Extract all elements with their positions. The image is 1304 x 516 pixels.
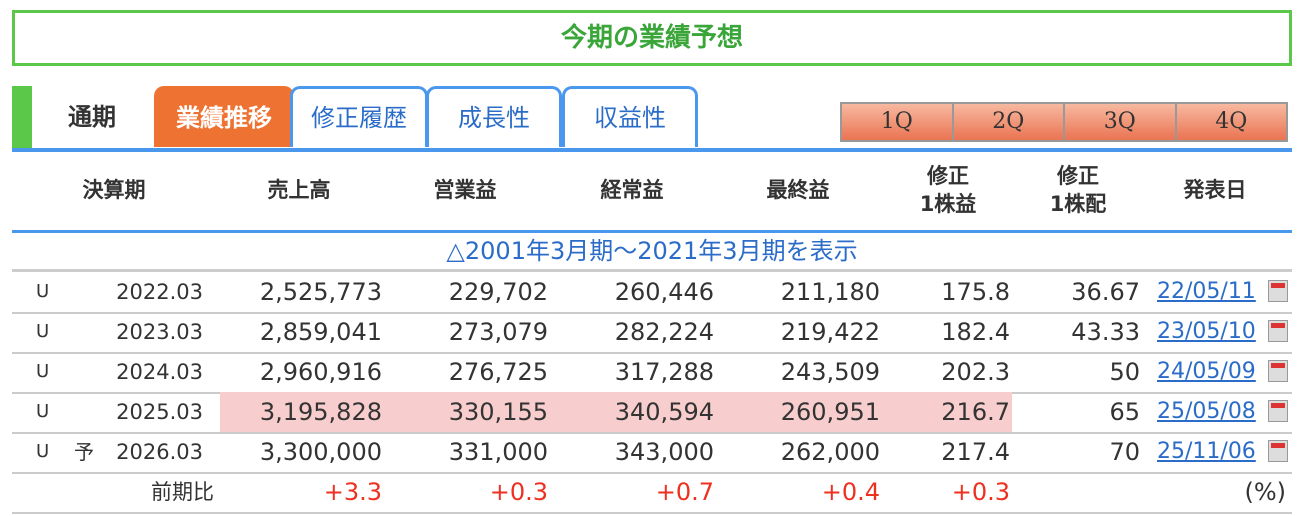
row-ordinary: 260,446: [614, 278, 714, 306]
row-ordinary: 317,288: [614, 358, 714, 386]
header-date: 発表日: [1183, 178, 1247, 202]
header-eps: 修正 1株益: [919, 164, 977, 216]
announcement-date-link[interactable]: 24/05/09: [1157, 359, 1256, 384]
row-operating: 331,000: [448, 438, 548, 466]
row-sales: 2,859,041: [259, 318, 382, 346]
row-operating: 330,155: [448, 398, 548, 426]
row-eps: 216.7: [941, 398, 1010, 426]
row-eps: 217.4: [941, 438, 1010, 466]
row-sales: 2,960,916: [259, 358, 382, 386]
tab-performance[interactable]: 業績推移: [154, 86, 294, 147]
quarter-buttons: 1Q 2Q 3Q 4Q: [840, 102, 1288, 142]
change-net: +0.4: [821, 478, 880, 506]
tab-bar: 通期 業績推移 修正履歴 成長性 収益性: [12, 86, 1292, 148]
row-mark: U: [36, 361, 50, 382]
quarter-3q-button[interactable]: 3Q: [1065, 104, 1175, 140]
header-net: 最終益: [766, 178, 830, 202]
tab-profitability[interactable]: 収益性: [562, 86, 698, 147]
row-eps: 175.8: [941, 278, 1010, 306]
row-ordinary: 282,224: [614, 318, 714, 346]
table-row: U 予 2026.03 3,300,000 331,000 343,000 26…: [12, 432, 1292, 474]
row-dividend: 70: [1109, 438, 1140, 466]
quarter-4q-button[interactable]: 4Q: [1176, 104, 1286, 140]
table-row: U 2023.03 2,859,041 273,079 282,224 219,…: [12, 312, 1292, 354]
change-unit: (%): [1244, 478, 1286, 506]
row-period: 2023.03: [116, 320, 203, 344]
row-sales: 3,300,000: [259, 438, 382, 466]
row-dividend: 43.33: [1071, 318, 1140, 346]
pdf-icon[interactable]: [1268, 320, 1288, 342]
table-row: U 2022.03 2,525,773 229,702 260,446 211,…: [12, 272, 1292, 314]
announcement-date-link[interactable]: 22/05/11: [1157, 279, 1256, 304]
table-header: 決算期 売上高 営業益 経常益 最終益 修正 1株益 修正 1株配 発表日: [12, 152, 1292, 233]
row-period: 2022.03: [116, 280, 203, 304]
quarter-2q-button[interactable]: 2Q: [953, 104, 1063, 140]
page-title: 今期の業績予想: [12, 10, 1292, 66]
change-operating: +0.3: [489, 478, 548, 506]
change-ordinary: +0.7: [655, 478, 714, 506]
row-dividend: 50: [1109, 358, 1140, 386]
pdf-icon[interactable]: [1268, 360, 1288, 382]
row-ordinary: 340,594: [614, 398, 714, 426]
row-eps: 182.4: [941, 318, 1010, 346]
row-period: 2026.03: [116, 440, 203, 464]
table-row: U 2025.03 3,195,828 330,155 340,594 260,…: [12, 392, 1292, 434]
tab-revision-history[interactable]: 修正履歴: [290, 86, 428, 147]
header-dividend: 修正 1株配: [1049, 164, 1107, 216]
pdf-icon[interactable]: [1268, 400, 1288, 422]
row-period: 2025.03: [116, 400, 203, 424]
tab-annual[interactable]: 通期: [68, 103, 116, 131]
row-net: 211,180: [780, 278, 880, 306]
row-operating: 276,725: [448, 358, 548, 386]
announcement-date-link[interactable]: 25/05/08: [1157, 399, 1256, 424]
range-link[interactable]: △2001年3月期〜2021年3月期を表示: [12, 233, 1292, 272]
range-link-text[interactable]: △2001年3月期〜2021年3月期を表示: [446, 237, 858, 265]
announcement-date-link[interactable]: 25/11/06: [1157, 439, 1256, 464]
row-net: 219,422: [780, 318, 880, 346]
divider: [12, 148, 1292, 152]
change-sales: +3.3: [323, 478, 382, 506]
pdf-icon[interactable]: [1268, 280, 1288, 302]
row-mark: U: [36, 321, 50, 342]
row-sales: 2,525,773: [259, 278, 382, 306]
row-mark: U: [36, 441, 50, 462]
pdf-icon[interactable]: [1268, 440, 1288, 462]
change-eps: +0.3: [951, 478, 1010, 506]
header-sales: 売上高: [267, 178, 331, 202]
row-dividend: 65: [1109, 398, 1140, 426]
table-row: U 2024.03 2,960,916 276,725 317,288 243,…: [12, 352, 1292, 394]
row-mark: U: [36, 281, 50, 302]
row-operating: 273,079: [448, 318, 548, 346]
change-row: 前期比 +3.3 +0.3 +0.7 +0.4 +0.3 (%): [12, 472, 1292, 514]
row-net: 262,000: [780, 438, 880, 466]
announcement-date-link[interactable]: 23/05/10: [1157, 319, 1256, 344]
forecast-flag: 予: [74, 440, 94, 464]
row-dividend: 36.67: [1071, 278, 1140, 306]
row-net: 260,951: [780, 398, 880, 426]
header-operating: 営業益: [433, 178, 497, 202]
quarter-1q-button[interactable]: 1Q: [842, 104, 952, 140]
row-highlight: [220, 392, 1012, 432]
row-net: 243,509: [780, 358, 880, 386]
row-eps: 202.3: [941, 358, 1010, 386]
tab-growth[interactable]: 成長性: [426, 86, 562, 147]
header-ordinary: 経常益: [600, 178, 664, 202]
tab-marker: [12, 86, 32, 148]
change-label: 前期比: [151, 480, 214, 504]
row-operating: 229,702: [448, 278, 548, 306]
row-period: 2024.03: [116, 360, 203, 384]
row-sales: 3,195,828: [259, 398, 382, 426]
row-ordinary: 343,000: [614, 438, 714, 466]
row-mark: U: [36, 401, 50, 422]
header-period: 決算期: [82, 178, 146, 202]
